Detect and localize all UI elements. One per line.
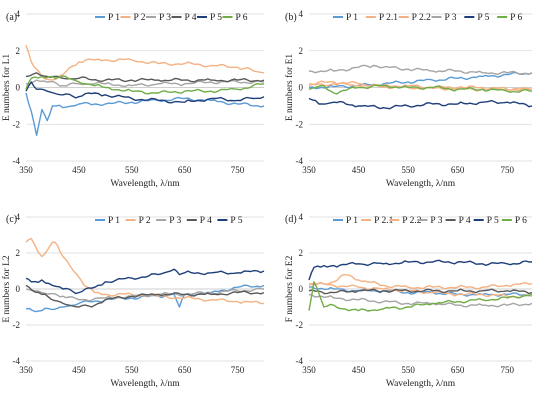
legend-label: P 2.1 xyxy=(379,13,398,23)
y-tick-label: -2 xyxy=(296,119,304,129)
legend-label: P 2.2 xyxy=(402,216,421,226)
y-tick-label: 2 xyxy=(16,46,21,56)
series-line-p6 xyxy=(308,84,533,95)
x-tick-label: 450 xyxy=(352,165,366,175)
legend-label: P 3 xyxy=(159,13,171,23)
legend-label: P 2.1 xyxy=(374,216,393,226)
legend-label: P 4 xyxy=(459,216,471,226)
y-tick-label: -4 xyxy=(296,356,304,366)
x-axis-label: Wavelength, λ/nm xyxy=(386,179,456,189)
x-tick-label: 350 xyxy=(302,365,316,375)
series-line-p5 xyxy=(25,81,265,104)
legend-label: P 5 xyxy=(487,216,499,226)
x-tick-label: 750 xyxy=(500,365,514,375)
x-tick-label: 650 xyxy=(451,165,465,175)
series-line-p4 xyxy=(25,284,265,308)
series-line-p6 xyxy=(25,75,265,95)
x-tick-label: 750 xyxy=(231,165,245,175)
legend-label: P 5 xyxy=(477,13,489,23)
panel-letter: (b) xyxy=(285,12,297,23)
series-line-p5 xyxy=(308,259,533,281)
legend-label: P 3 xyxy=(169,216,181,226)
legend-label: P 1 xyxy=(346,13,358,23)
y-tick-label: 4 xyxy=(16,9,21,19)
x-axis-label: Wavelength, λ/nm xyxy=(110,379,180,389)
legend-label: P 4 xyxy=(185,13,197,23)
y-tick-label: 4 xyxy=(16,212,21,222)
y-tick-label: -2 xyxy=(13,320,21,330)
x-tick-label: 350 xyxy=(302,165,316,175)
y-tick-label: 0 xyxy=(299,83,304,93)
y-tick-label: 4 xyxy=(299,212,304,222)
legend-label: P 5 xyxy=(230,216,242,226)
legend-label: P 2.2 xyxy=(412,13,431,23)
y-tick-label: 0 xyxy=(16,83,21,93)
x-tick-label: 650 xyxy=(451,365,465,375)
x-axis-label: Wavelength, λ/nm xyxy=(110,179,180,189)
legend-label: P 1 xyxy=(108,216,120,226)
x-tick-label: 550 xyxy=(125,365,139,375)
y-tick-label: 0 xyxy=(299,284,304,294)
series-line-p4 xyxy=(25,72,265,83)
series-line-p2 xyxy=(25,44,265,81)
legend-label: P 2 xyxy=(134,13,146,23)
series-line-p5 xyxy=(308,97,533,110)
x-tick-label: 450 xyxy=(72,365,86,375)
y-tick-label: -2 xyxy=(13,119,21,129)
series-line-p3 xyxy=(308,293,533,308)
series-line-p6 xyxy=(308,281,533,312)
y-axis-label: E numbers for L2 xyxy=(1,255,12,323)
y-axis-label: E numbers for E1 xyxy=(284,54,295,122)
x-tick-label: 450 xyxy=(72,165,86,175)
legend-label: P 6 xyxy=(515,216,527,226)
x-tick-label: 650 xyxy=(178,365,192,375)
y-tick-label: 2 xyxy=(299,248,304,258)
series-line-p3 xyxy=(308,64,533,76)
legend-label: P 1 xyxy=(346,216,358,226)
y-axis-label: E numbers for L1 xyxy=(1,54,12,122)
series-line-p4 xyxy=(308,288,533,295)
series-line-p5 xyxy=(25,268,265,295)
series-line-p1 xyxy=(25,92,265,136)
legend-label: P 2 xyxy=(139,216,151,226)
x-tick-label: 750 xyxy=(231,365,245,375)
legend-label: P 3 xyxy=(445,13,457,23)
legend-label: P 6 xyxy=(510,13,522,23)
y-tick-label: -4 xyxy=(296,156,304,166)
panel-letter: (c) xyxy=(6,214,17,225)
panel-letter: (a) xyxy=(6,12,17,23)
series-line-p21 xyxy=(308,273,533,290)
y-tick-label: -2 xyxy=(296,320,304,330)
x-axis-label: Wavelength, λ/nm xyxy=(386,379,456,389)
y-tick-label: -4 xyxy=(13,356,21,366)
x-tick-label: 450 xyxy=(352,365,366,375)
x-tick-label: 650 xyxy=(178,165,192,175)
y-tick-label: 2 xyxy=(299,46,304,56)
y-tick-label: 4 xyxy=(299,9,304,19)
x-tick-label: 550 xyxy=(401,165,415,175)
legend-label: P 1 xyxy=(108,13,120,23)
y-tick-label: -4 xyxy=(13,156,21,166)
legend-label: P 6 xyxy=(236,13,248,23)
series-line-p22 xyxy=(308,80,533,92)
series-line-p3 xyxy=(25,287,265,302)
x-tick-label: 550 xyxy=(125,165,139,175)
panel-letter: (d) xyxy=(285,214,297,225)
x-tick-label: 350 xyxy=(19,365,33,375)
x-tick-label: 550 xyxy=(401,365,415,375)
y-tick-label: 2 xyxy=(16,248,21,258)
series-line-p1 xyxy=(308,71,533,90)
legend-label: P 5 xyxy=(210,13,222,23)
legend-label: P 4 xyxy=(200,216,212,226)
x-tick-label: 750 xyxy=(500,165,514,175)
y-tick-label: 0 xyxy=(16,284,21,294)
legend-label: P 3 xyxy=(430,216,442,226)
y-axis-label: F numbers for E2 xyxy=(284,255,295,322)
x-tick-label: 350 xyxy=(19,165,33,175)
